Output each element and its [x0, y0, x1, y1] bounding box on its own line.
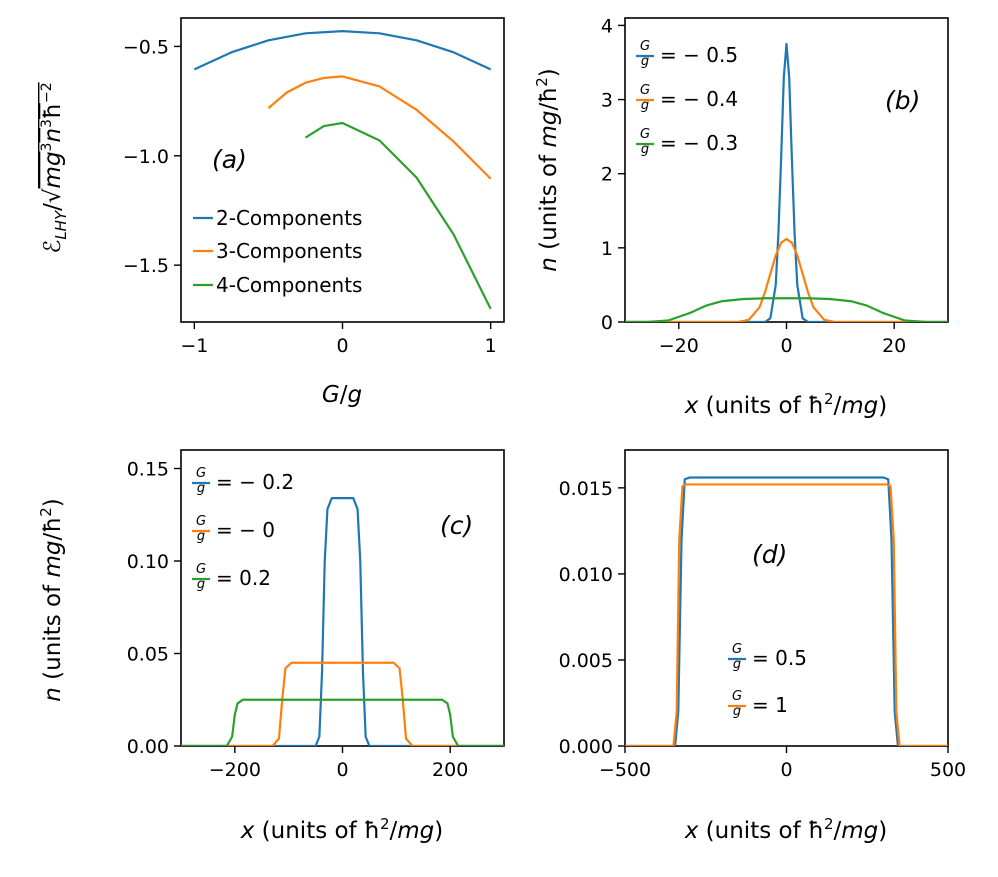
legend-frac-den-d-1: g	[733, 704, 741, 719]
ticks-d: −500 0 500 0.000 0.005 0.010 0.015	[559, 478, 967, 781]
legend-frac-den-c-0: g	[197, 481, 205, 496]
ytick-label-a-0: −0.5	[123, 36, 169, 58]
lines-a	[193, 30, 492, 310]
series-line-a-1	[267, 75, 492, 180]
ytick-label-a-1: −1.0	[123, 146, 169, 168]
panel-label-c: (c)	[440, 511, 473, 540]
ytick-label-d-2: 0.010	[559, 564, 613, 586]
legend-frac-den-b-0: g	[641, 54, 649, 69]
ylabel-a: ℰLHY/√mg3n3ħ−2	[39, 82, 70, 253]
series-line-c-0	[181, 497, 504, 746]
xtick-label-a-1: 0	[336, 335, 348, 357]
panel-c: −200 0 200 0.00 0.05 0.10 0.15 (c) G g = − 0.2…	[37, 449, 505, 844]
legend-label-d-0: = 0.5	[752, 646, 807, 670]
legend-label-a-2: 4-Components	[216, 273, 362, 297]
ytick-label-b-1: 1	[601, 238, 613, 260]
xtick-label-c-0: −200	[209, 759, 261, 781]
series-line-d-0	[625, 476, 948, 746]
series-line-c-1	[181, 661, 504, 746]
xlabel-c: x (units of ħ2/mg)	[240, 815, 444, 844]
ytick-label-b-2: 2	[601, 164, 613, 186]
series-line-d-1	[625, 483, 948, 746]
xtick-label-c-1: 0	[336, 759, 348, 781]
legend-b: G g = − 0.5 G g = − 0.4 G g = − 0.3	[636, 39, 738, 157]
legend-label-c-0: = − 0.2	[216, 470, 294, 494]
legend-label-a-1: 3-Components	[216, 239, 362, 263]
legend-label-a-0: 2-Components	[216, 206, 362, 230]
legend-d: G g = 0.5 G g = 1	[728, 642, 807, 719]
ytick-label-b-0: 0	[601, 312, 613, 334]
ytick-label-b-3: 3	[601, 90, 613, 112]
legend-frac-den-b-2: g	[641, 142, 649, 157]
ytick-label-c-3: 0.15	[127, 459, 169, 481]
xtick-label-c-2: 200	[432, 759, 468, 781]
legend-label-d-1: = 1	[752, 693, 788, 717]
series-line-c-2	[181, 698, 504, 746]
panel-label-b: (b)	[885, 86, 920, 115]
lines-d	[625, 476, 948, 746]
legend-frac-num-d-1: G	[732, 689, 742, 704]
legend-c: G g = − 0.2 G g = − 0 G g = 0.2	[192, 466, 294, 592]
series-line-b-1	[625, 237, 948, 322]
xtick-label-b-1: 0	[780, 335, 792, 357]
xlabel-d: x (units of ħ2/mg)	[684, 815, 888, 844]
legend-label-b-1: = − 0.4	[660, 87, 738, 111]
ytick-label-d-0: 0.000	[559, 736, 613, 758]
ytick-label-c-1: 0.05	[127, 644, 169, 666]
ticks-b: −20 0 20 0 1 2 3 4	[601, 15, 906, 357]
lines-c	[181, 497, 504, 746]
legend-a: 2-Components 3-Components 4-Components	[193, 206, 362, 297]
legend-label-b-2: = − 0.3	[660, 131, 738, 155]
xtick-label-b-0: −20	[659, 335, 699, 357]
ytick-label-c-2: 0.10	[127, 551, 169, 573]
legend-label-c-1: = − 0	[216, 518, 275, 542]
panel-a: −1 0 1 −0.5 −1.0 −1.5 (a) 2-Components 3-Comp…	[39, 17, 505, 408]
ytick-label-c-0: 0.00	[127, 736, 169, 758]
legend-frac-num-b-2: G	[640, 127, 650, 142]
ytick-label-b-4: 4	[601, 15, 613, 37]
panel-label-d: (d)	[752, 540, 787, 569]
xtick-label-a-2: 1	[485, 335, 497, 357]
ylabel-b: n (units of mg/ħ2)	[533, 68, 562, 271]
ytick-label-a-2: −1.5	[123, 255, 169, 277]
legend-label-b-0: = − 0.5	[660, 43, 738, 67]
ticks-c: −200 0 200 0.00 0.05 0.10 0.15	[127, 459, 469, 782]
legend-frac-num-d-0: G	[732, 642, 742, 657]
xlabel-b: x (units of ħ2/mg)	[684, 390, 888, 419]
legend-frac-num-c-1: G	[196, 514, 206, 529]
ytick-label-d-3: 0.015	[559, 478, 613, 500]
ytick-label-d-1: 0.005	[559, 650, 613, 672]
xtick-label-d-2: 500	[930, 759, 966, 781]
xtick-label-d-0: −500	[599, 759, 651, 781]
legend-frac-num-c-0: G	[196, 466, 206, 481]
xlabel-a: G/g	[322, 382, 362, 408]
ticks-a: −1 0 1 −0.5 −1.0 −1.5	[123, 36, 497, 357]
panel-d: −500 0 500 0.000 0.005 0.010 0.015 (d) G g = 0…	[559, 449, 967, 844]
legend-frac-num-b-0: G	[640, 39, 650, 54]
legend-frac-den-d-0: g	[733, 657, 741, 672]
legend-frac-num-b-1: G	[640, 83, 650, 98]
legend-frac-den-b-1: g	[641, 98, 649, 113]
series-line-a-2	[304, 121, 492, 310]
legend-frac-den-c-2: g	[197, 577, 205, 592]
series-line-b-0	[625, 42, 948, 322]
series-line-a-0	[193, 30, 492, 71]
panel-label-a: (a)	[212, 145, 247, 174]
legend-label-c-2: = 0.2	[216, 566, 271, 590]
axes-frame-c	[180, 449, 505, 747]
panel-b: −20 0 20 0 1 2 3 4 (b) G g = − 0.5 G g = − 0.4 …	[533, 15, 949, 419]
xtick-label-b-2: 20	[882, 335, 906, 357]
series-line-b-2	[625, 297, 948, 322]
xtick-label-a-0: −1	[180, 335, 208, 357]
ylabel-c: n (units of mg/ħ2)	[37, 498, 66, 701]
lines-b	[625, 42, 948, 322]
legend-frac-num-c-2: G	[196, 562, 206, 577]
legend-frac-den-c-1: g	[197, 529, 205, 544]
xtick-label-d-1: 0	[780, 759, 792, 781]
